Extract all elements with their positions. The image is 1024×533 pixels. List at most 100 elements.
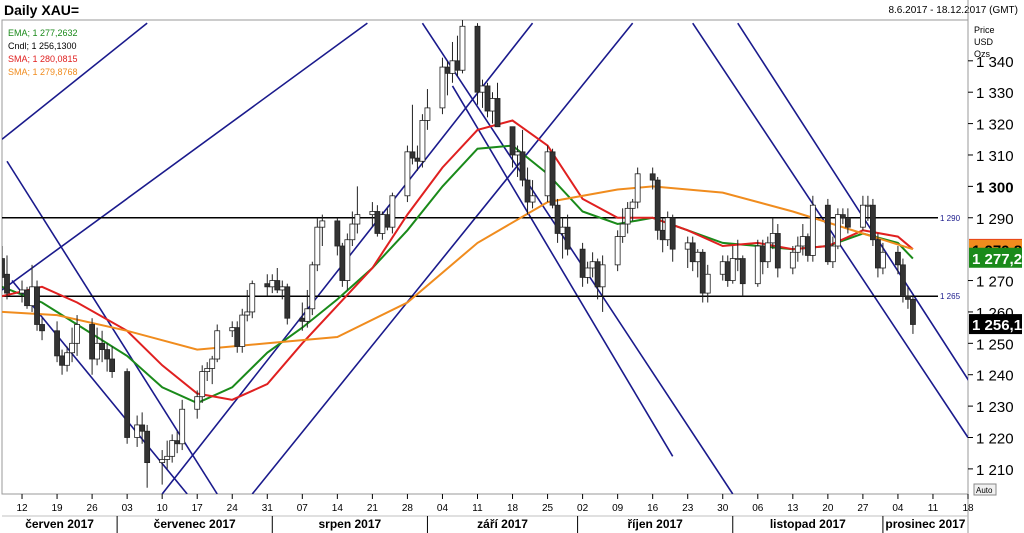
price-tag-label: 1 277,2: [972, 251, 1022, 268]
x-tick-label: 21: [367, 503, 379, 514]
candle: [900, 258, 906, 303]
candle-body-up: [619, 223, 626, 237]
auto-scale-button[interactable]: Auto: [973, 483, 997, 496]
candle-body-up: [729, 258, 736, 281]
candle: [719, 255, 726, 281]
candle: [474, 23, 481, 105]
month-label: červen 2017: [25, 517, 94, 531]
candle: [374, 205, 381, 237]
candle-body-up: [314, 226, 321, 266]
candle-body-up: [319, 220, 326, 228]
candle: [544, 145, 551, 203]
price-tag: [969, 314, 1022, 335]
candle: [64, 346, 70, 372]
candle-body-up: [194, 396, 201, 410]
candle-body-up: [204, 368, 211, 372]
candle-body-up: [829, 245, 836, 263]
candle: [584, 261, 591, 284]
x-tick-label: 24: [227, 503, 239, 514]
candle-body-down: [519, 151, 526, 181]
candle: [99, 330, 106, 363]
candle: [839, 208, 846, 225]
candle-body-up: [164, 455, 171, 460]
candle-body-up: [634, 173, 641, 203]
price-tag: [969, 247, 1022, 268]
candle: [234, 321, 241, 353]
month-label: září 2017: [477, 517, 528, 531]
candle: [249, 280, 256, 319]
candle-body-up: [229, 327, 236, 332]
candle: [349, 211, 356, 247]
candle: [124, 368, 131, 444]
candle-body-up: [179, 408, 186, 445]
candle-body-up: [309, 264, 316, 310]
trend-channel-line: [421, 22, 734, 494]
candle: [264, 274, 271, 297]
candle: [59, 349, 65, 375]
x-tick-label: 16: [647, 503, 659, 514]
candle-body-up: [354, 214, 361, 225]
x-tick-label: 11: [472, 503, 483, 514]
candle-body-down: [474, 25, 481, 93]
candle: [704, 264, 711, 303]
x-tick-label: 09: [612, 503, 624, 514]
candle-body-up: [624, 207, 631, 225]
y-tick-label: 1 310: [976, 148, 1014, 165]
legend-item-candles: Cndl; 1 256,1300: [8, 41, 77, 51]
candle-body-up: [529, 195, 536, 203]
candle-body-down: [4, 273, 10, 294]
candle: [444, 60, 451, 96]
candle-body-up: [589, 261, 596, 269]
candle: [649, 167, 656, 190]
y-tick-label: 1 250: [976, 336, 1014, 353]
candle-body-up: [159, 459, 166, 464]
candle-body-up: [379, 214, 386, 234]
candle-body-down: [824, 204, 831, 263]
candle: [859, 195, 866, 231]
level-label: 1 290: [940, 214, 961, 223]
candle-body-down: [2, 258, 5, 278]
candle: [384, 208, 391, 231]
candle-body-up: [344, 239, 351, 281]
candle-body-up: [544, 151, 551, 197]
candle-body-up: [614, 236, 621, 266]
candle: [214, 324, 221, 363]
date-range: 8.6.2017 - 18.12.2017 (GMT): [888, 5, 1018, 16]
candle-body-up: [199, 371, 206, 398]
candle: [199, 365, 206, 403]
candle-body-down: [144, 430, 151, 464]
candle: [104, 343, 111, 372]
candle-body-down: [669, 217, 676, 250]
candle-body-up: [424, 107, 431, 121]
candle: [564, 214, 571, 256]
candle-body-down: [264, 283, 271, 288]
x-tick-label: 11: [928, 503, 939, 514]
candle-body-up: [629, 201, 636, 209]
candle: [524, 167, 531, 215]
candle: [164, 440, 171, 469]
candle-body-up: [694, 251, 701, 263]
trend-channel-line: [2, 22, 368, 291]
y-tick-label: 1 320: [976, 117, 1014, 134]
candle: [654, 176, 661, 240]
y-tick-label: 1 210: [976, 462, 1014, 479]
candle: [789, 246, 796, 275]
x-tick-label: 04: [892, 503, 904, 514]
candle-body-down: [839, 214, 846, 219]
candle: [89, 318, 95, 375]
trend-channel-line: [251, 22, 634, 494]
auto-button-label: Auto: [976, 486, 993, 495]
candle: [729, 246, 736, 284]
candle: [159, 450, 166, 485]
candle-body-down: [339, 245, 346, 281]
y-tick-label: 1 230: [976, 399, 1014, 416]
candle: [139, 412, 146, 444]
candle-body-down: [579, 248, 586, 278]
candle-body-down: [454, 60, 461, 71]
candle-body-down: [104, 349, 111, 360]
candle: [194, 390, 201, 419]
candle-body-up: [719, 261, 726, 275]
candle: [269, 274, 276, 294]
